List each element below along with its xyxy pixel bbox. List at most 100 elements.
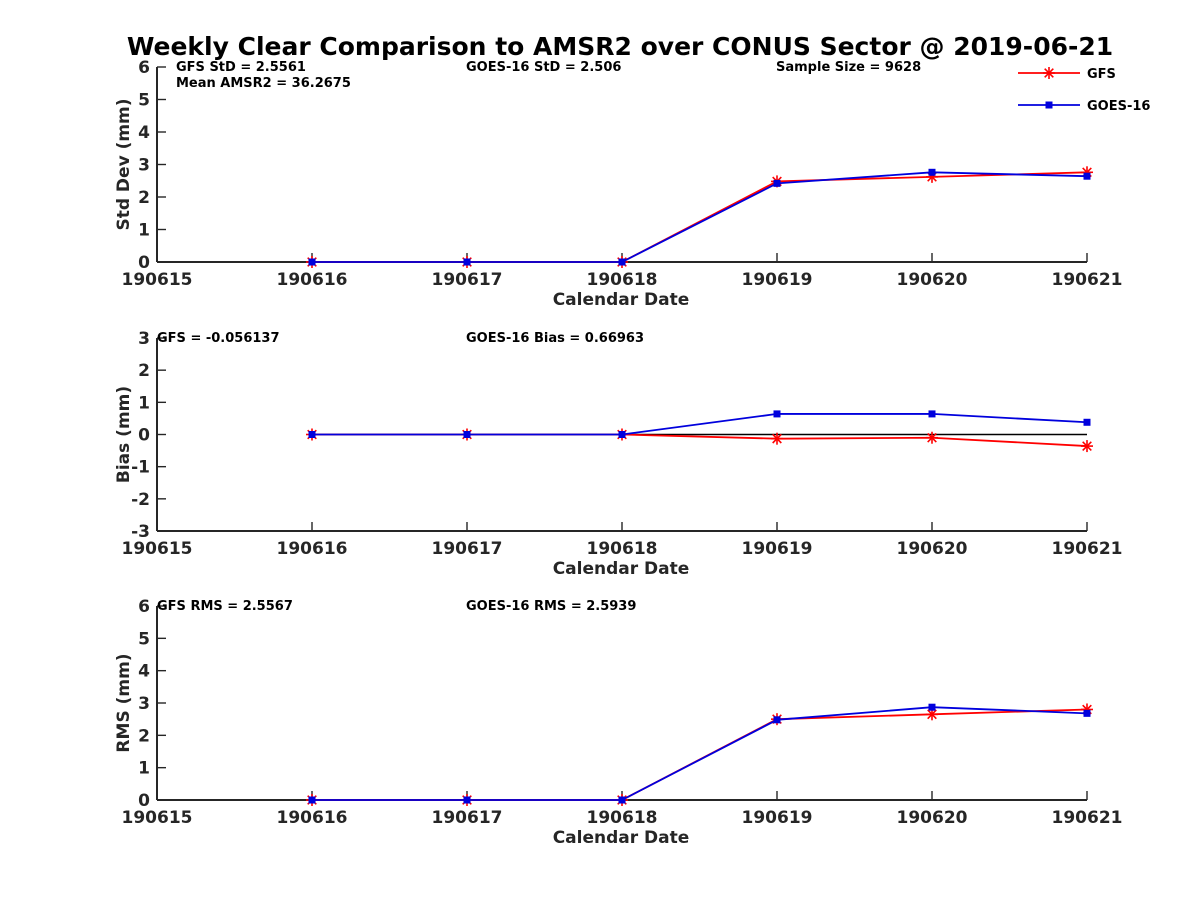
y-tick-label: 6 [138,58,150,78]
data-point [928,410,936,418]
y-tick-label: -3 [131,522,150,542]
data-point [773,179,781,187]
y-tick-label: 5 [138,629,150,649]
y-tick-label: 3 [138,694,150,714]
x-tick-label: 190617 [432,539,503,559]
data-point [1083,709,1091,717]
x-tick-label: 190621 [1052,539,1123,559]
y-axis-label: RMS (mm) [114,653,134,752]
x-tick-label: 190615 [122,808,193,828]
data-point [773,410,781,418]
panels: 0 1 2 3 4 5 6 190615 190616 190617 190618 190619 190… [114,58,1122,848]
x-tick-label: 190619 [742,270,813,290]
panel-annotation: GOES-16 Bias = 0.66963 [466,331,644,346]
data-point [771,432,783,445]
data-point [463,258,471,266]
legend-entry-gfs: GFS [1018,67,1116,82]
series-line [312,708,1088,801]
y-tick-label: 2 [138,361,150,381]
y-tick-label: 3 [138,156,150,176]
data-point [1081,440,1093,453]
y-tick-label: 1 [138,221,150,241]
panel-annotation: GFS StD = 2.5561 [176,60,306,75]
y-tick-label: 4 [138,123,150,143]
data-point [463,431,471,438]
x-tick-label: 190618 [587,270,658,290]
x-tick-label: 190615 [122,539,193,559]
panel-annotation: GOES-16 StD = 2.506 [466,60,621,75]
series-goes-16 [308,168,1091,266]
x-axis-label: Calendar Date [553,828,690,848]
data-point [1083,418,1091,426]
x-tick-label: 190619 [742,539,813,559]
legend-marker [1045,101,1053,109]
y-tick-label: 1 [138,759,150,779]
series-line [312,171,1088,263]
data-point [463,796,471,804]
x-tick-label: 190616 [277,539,348,559]
data-point [618,796,626,804]
series-gfs [306,166,1093,268]
x-tick-label: 190621 [1052,808,1123,828]
y-tick-label: -2 [131,490,150,510]
x-tick-label: 190619 [742,808,813,828]
panel-annotation: Sample Size = 9628 [776,60,921,75]
panel-annotation: GFS = -0.056137 [157,331,280,346]
legend: GFS GOES-16 [1018,67,1150,114]
x-tick-label: 190616 [277,270,348,290]
data-point [773,716,781,724]
y-tick-label: 0 [138,426,150,446]
panel-3: 0 1 2 3 4 5 6 190615 190616 190617 190618 190619 190… [114,597,1122,848]
series-gfs [306,703,1093,806]
x-tick-label: 190620 [897,808,968,828]
series-line [312,706,1088,801]
x-tick-label: 190615 [122,270,193,290]
legend-label: GFS [1087,67,1116,82]
data-point [928,168,936,176]
y-tick-label: 0 [138,253,150,273]
data-point [308,258,316,266]
series-line [312,433,1088,447]
data-point [1083,172,1091,180]
series-gfs [306,428,1093,453]
x-tick-label: 190621 [1052,270,1123,290]
y-tick-label: 3 [138,329,150,349]
x-tick-label: 190620 [897,270,968,290]
x-axis-label: Calendar Date [553,290,690,310]
x-tick-label: 190617 [432,808,503,828]
data-point [618,258,626,266]
panel-2: -3 -2 -1 0 1 2 3 190615 190616 190617 190618 190619… [114,329,1122,579]
series-goes-16 [308,410,1091,438]
data-point [308,431,316,438]
panel-1: 0 1 2 3 4 5 6 190615 190616 190617 190618 190619 190… [114,58,1122,310]
series-line [312,171,1088,263]
y-tick-label: 5 [138,91,150,111]
panel-annotation: Mean AMSR2 = 36.2675 [176,76,351,91]
x-tick-label: 190618 [587,539,658,559]
legend-entry-goes-16: GOES-16 [1018,99,1150,114]
panel-annotation: GFS RMS = 2.5567 [157,599,293,614]
series-goes-16 [308,703,1091,804]
x-tick-label: 190620 [897,539,968,559]
y-tick-label: 4 [138,662,150,682]
series-line [312,413,1088,436]
legend-marker [1043,67,1055,79]
y-tick-label: 2 [138,188,150,208]
y-tick-label: -1 [131,458,150,478]
x-tick-label: 190617 [432,270,503,290]
y-axis-label: Std Dev (mm) [114,98,134,230]
data-point [308,796,316,804]
y-axis-label: Bias (mm) [114,386,134,483]
data-point [928,703,936,711]
y-tick-label: 2 [138,726,150,746]
x-tick-label: 190616 [277,808,348,828]
x-axis-label: Calendar Date [553,559,690,579]
panel-annotation: GOES-16 RMS = 2.5939 [466,599,636,614]
y-tick-label: 6 [138,597,150,617]
y-tick-label: 0 [138,791,150,811]
data-point [926,431,938,444]
x-tick-label: 190618 [587,808,658,828]
legend-label: GOES-16 [1087,99,1150,114]
y-tick-label: 1 [138,393,150,413]
